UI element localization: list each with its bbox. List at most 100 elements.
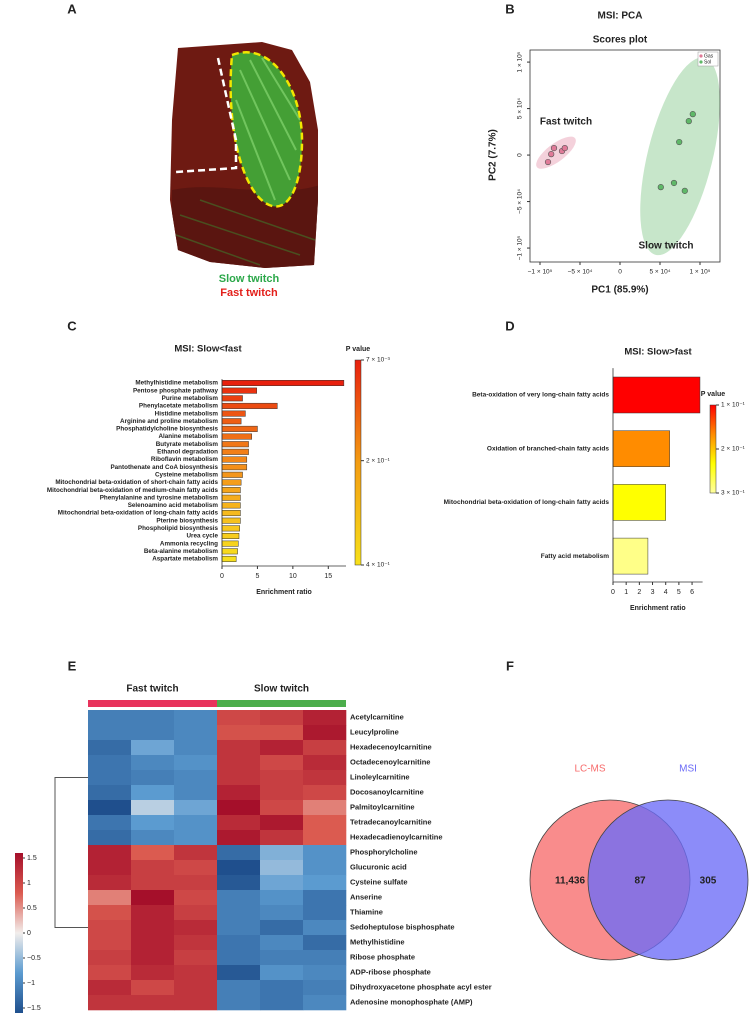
heat-cell: [260, 950, 304, 966]
heat-cell: [217, 905, 261, 921]
heat-cell: [303, 755, 347, 771]
heat-cell: [303, 935, 347, 951]
annotation: Slow twitch: [639, 241, 694, 252]
row-label: Cysteine sulfate: [350, 877, 408, 886]
bar: [612, 537, 649, 575]
row-label: Methylhistidine: [350, 937, 405, 946]
bar: [221, 479, 242, 486]
heat-cell: [217, 875, 261, 891]
heat-cell: [303, 815, 347, 831]
heat-cell: [131, 785, 175, 801]
bar: [221, 410, 246, 417]
heat-cell: [131, 710, 175, 726]
heat-cell: [217, 860, 261, 876]
heat-cell: [217, 815, 261, 831]
category-label: Butyrate metabolism: [156, 441, 219, 448]
category-label: Phenylacetate metabolism: [139, 403, 218, 410]
category-label: Phenylalanine and tyrosine metabolism: [100, 494, 219, 501]
heat-cell: [174, 965, 218, 981]
heat-cell: [174, 770, 218, 786]
point: [689, 111, 696, 118]
category-label: Ammonia recycling: [160, 540, 218, 547]
heat-cell: [131, 770, 175, 786]
group-label: Fast twitch: [126, 684, 178, 695]
category-label: Selenoamino acid metabolism: [128, 502, 219, 509]
heat-cell: [174, 875, 218, 891]
heat-cell: [217, 920, 261, 936]
heat-cell: [174, 725, 218, 741]
heat-cell: [131, 890, 175, 906]
heat-cell: [303, 740, 347, 756]
heat-cell: [303, 800, 347, 816]
colorbar: [709, 404, 717, 494]
heat-cell: [131, 815, 175, 831]
heat-cell: [303, 770, 347, 786]
heat-cell: [88, 950, 132, 966]
heat-cell: [174, 890, 218, 906]
row-label: Dihydroxyacetone phosphate acyl ester: [350, 982, 492, 991]
panel-letter: A: [67, 1, 77, 16]
heat-cell: [88, 755, 132, 771]
heat-cell: [260, 965, 304, 981]
category-label: Alanine metabolism: [159, 433, 219, 440]
category-label: Phospholipid biosynthesis: [138, 525, 219, 532]
x-tick-label: 5: [677, 589, 681, 596]
point: [676, 138, 683, 146]
heat-cell: [217, 725, 261, 741]
x-tick-label: 10: [289, 573, 297, 580]
heat-cell: [217, 800, 261, 816]
category-label: Mitochondrial beta-oxidation of long-cha…: [444, 499, 610, 506]
image-label: Slow twitch: [219, 273, 280, 285]
heat-cell: [217, 710, 261, 726]
category-label: Beta-oxidation of very long-chain fatty …: [472, 392, 609, 399]
heat-cell: [174, 710, 218, 726]
heat-cell: [260, 995, 304, 1011]
heat-cell: [260, 815, 304, 831]
category-label: Mitochondrial beta-oxidation of short-ch…: [55, 479, 218, 486]
bar: [221, 533, 240, 539]
x-tick-label: 0: [220, 573, 224, 580]
category-label: Fatty acid metabolism: [541, 553, 609, 560]
bar: [221, 456, 248, 463]
category-label: Cysteine metabolism: [155, 471, 218, 478]
bar: [221, 548, 238, 555]
heat-cell: [260, 860, 304, 876]
heat-cell: [88, 740, 132, 756]
x-tick-label: −1 × 10⁵: [528, 269, 553, 276]
heat-cell: [131, 725, 175, 741]
row-label: Phosphorylcholine: [350, 847, 418, 856]
heat-cell: [131, 755, 175, 771]
row-label: Ribose phosphate: [350, 952, 415, 961]
heat-cell: [303, 875, 347, 891]
venn-count: 87: [634, 876, 646, 887]
colorbar-title: P value: [701, 391, 725, 398]
heat-cell: [303, 995, 347, 1011]
heat-cell: [217, 845, 261, 861]
x-tick-label: 0: [618, 269, 622, 276]
row-label: Glucuronic acid: [350, 862, 407, 871]
panel-letter: C: [67, 318, 77, 333]
bar: [221, 487, 241, 494]
point: [685, 118, 692, 125]
y-tick-label: 1 × 10⁵: [517, 51, 524, 72]
x-axis-title: Enrichment ratio: [630, 605, 686, 612]
point: [548, 151, 555, 158]
category-label: Phosphatidylcholine biosynthesis: [116, 426, 218, 433]
heat-cell: [88, 905, 132, 921]
heat-cell: [217, 830, 261, 846]
image-label: Fast twitch: [220, 287, 278, 299]
panel-letter: B: [505, 1, 514, 16]
bar: [221, 433, 253, 440]
legend-label: Sol: [704, 59, 711, 65]
y-tick-label: 0: [517, 153, 524, 157]
chart-title: MSI: PCA: [598, 11, 643, 22]
legend-swatch: [699, 54, 703, 58]
heat-cell: [217, 980, 261, 996]
heat-cell: [260, 770, 304, 786]
heat-cell: [131, 860, 175, 876]
x-tick-label: 15: [324, 573, 332, 580]
heat-cell: [174, 830, 218, 846]
colorbar-title: P value: [346, 346, 370, 353]
heat-cell: [260, 935, 304, 951]
